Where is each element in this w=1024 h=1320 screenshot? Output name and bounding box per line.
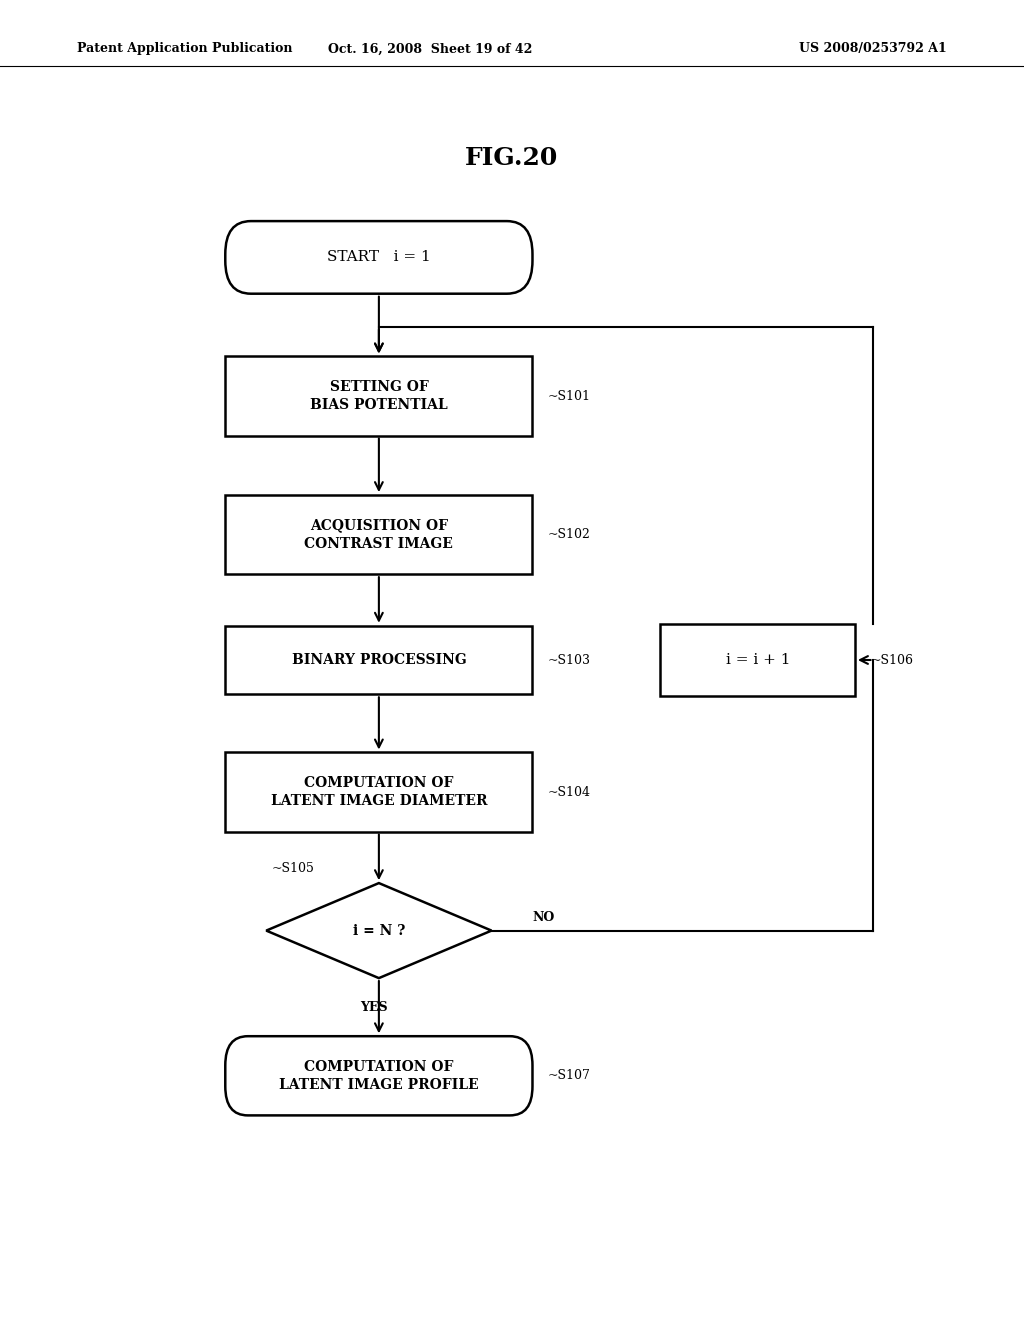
Text: Oct. 16, 2008  Sheet 19 of 42: Oct. 16, 2008 Sheet 19 of 42 bbox=[328, 42, 532, 55]
Text: ~S102: ~S102 bbox=[548, 528, 591, 541]
Bar bbox=[225, 752, 532, 832]
Bar bbox=[660, 624, 855, 697]
Text: BINARY PROCESSING: BINARY PROCESSING bbox=[292, 653, 466, 667]
Text: COMPUTATION OF
LATENT IMAGE DIAMETER: COMPUTATION OF LATENT IMAGE DIAMETER bbox=[270, 776, 487, 808]
Text: i = i + 1: i = i + 1 bbox=[726, 653, 790, 667]
Text: ~S107: ~S107 bbox=[548, 1069, 591, 1082]
Text: US 2008/0253792 A1: US 2008/0253792 A1 bbox=[800, 42, 947, 55]
FancyBboxPatch shape bbox=[225, 220, 532, 293]
Text: i = N ?: i = N ? bbox=[352, 924, 406, 937]
Text: Patent Application Publication: Patent Application Publication bbox=[77, 42, 292, 55]
Bar bbox=[225, 495, 532, 574]
Text: ~S101: ~S101 bbox=[548, 389, 591, 403]
Text: ~S103: ~S103 bbox=[548, 653, 591, 667]
Text: ~S105: ~S105 bbox=[271, 862, 314, 875]
Text: SETTING OF
BIAS POTENTIAL: SETTING OF BIAS POTENTIAL bbox=[310, 380, 447, 412]
FancyBboxPatch shape bbox=[225, 1036, 532, 1115]
Bar bbox=[225, 356, 532, 436]
Text: COMPUTATION OF
LATENT IMAGE PROFILE: COMPUTATION OF LATENT IMAGE PROFILE bbox=[280, 1060, 478, 1092]
Text: ACQUISITION OF
CONTRAST IMAGE: ACQUISITION OF CONTRAST IMAGE bbox=[304, 519, 454, 550]
Polygon shape bbox=[266, 883, 492, 978]
Text: NO: NO bbox=[532, 911, 555, 924]
Text: YES: YES bbox=[360, 1001, 387, 1014]
Text: ~S106: ~S106 bbox=[870, 653, 913, 667]
Bar bbox=[225, 626, 532, 694]
Text: ~S104: ~S104 bbox=[548, 785, 591, 799]
Text: FIG.20: FIG.20 bbox=[465, 147, 559, 170]
Text: START   i = 1: START i = 1 bbox=[327, 251, 431, 264]
